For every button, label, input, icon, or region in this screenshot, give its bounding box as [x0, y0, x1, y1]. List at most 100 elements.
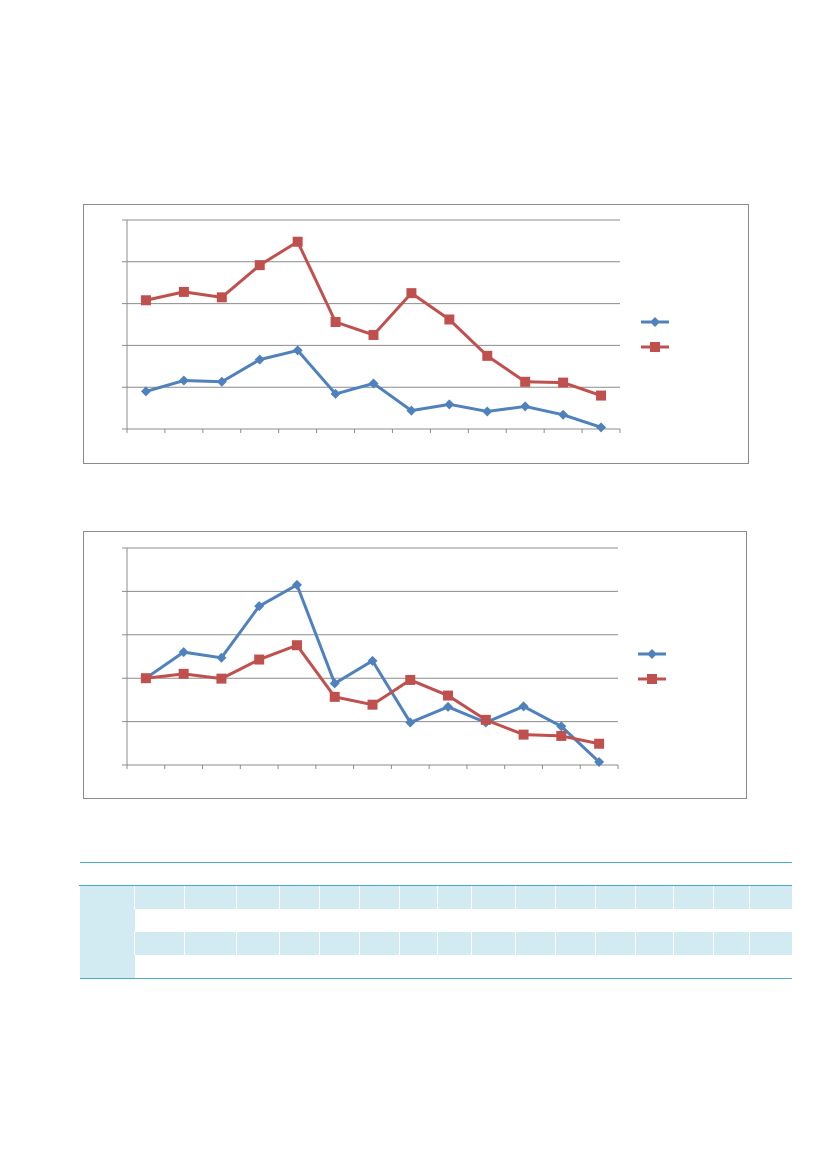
legend-marker: [647, 649, 657, 659]
data-point: [291, 640, 302, 651]
table-cell: [713, 862, 750, 886]
table-cell: [236, 862, 280, 886]
table-cell: [279, 955, 320, 979]
table-cell: [134, 955, 185, 979]
data-point: [406, 405, 417, 416]
data-point: [216, 292, 227, 303]
table-cell: [635, 932, 674, 955]
data-point: [140, 673, 151, 684]
data-point: [556, 730, 567, 741]
data-point: [443, 701, 454, 712]
table-row: [79, 885, 792, 909]
table-cell: [674, 909, 714, 932]
data-point: [444, 399, 455, 410]
data-point: [367, 699, 378, 710]
legend-marker: [650, 317, 660, 327]
table-cell: [471, 885, 516, 909]
table-cell: [749, 862, 792, 886]
table-cell: [79, 932, 135, 955]
table-cell: [515, 885, 556, 909]
chart-2-plot: [122, 547, 666, 769]
table-cell: [673, 955, 714, 979]
table-cell: [184, 955, 237, 979]
table-cell: [713, 932, 750, 955]
data-point: [480, 714, 491, 725]
table-cell: [714, 909, 750, 932]
table-cell: [437, 885, 472, 909]
table-cell: [556, 909, 596, 932]
table-cell: [319, 885, 360, 909]
data-point: [254, 601, 265, 612]
table-cell: [237, 909, 280, 932]
table-cell: [135, 909, 185, 932]
table-cell: [184, 862, 237, 886]
table-cell: [555, 862, 596, 886]
table-cell: [134, 885, 185, 909]
data-point: [292, 236, 303, 247]
table-cell: [472, 909, 516, 932]
table-cell: [184, 885, 237, 909]
data-point: [443, 690, 454, 701]
table-cell: [359, 955, 400, 979]
table-row: [79, 955, 792, 979]
table-cell: [673, 885, 714, 909]
data-point: [178, 668, 189, 679]
data-point: [140, 295, 151, 306]
table-cell: [471, 932, 516, 955]
table-cell: [555, 932, 596, 955]
chart-1-plot: [122, 219, 669, 433]
table-cell: [437, 955, 472, 979]
data-point: [367, 655, 378, 666]
data-point: [368, 329, 379, 340]
table-cell: [471, 862, 516, 886]
table-row: [79, 909, 792, 932]
table-cell: [319, 932, 360, 955]
table-cell: [749, 932, 792, 955]
legend-marker: [650, 342, 660, 352]
data-point: [558, 409, 569, 420]
table-cell: [515, 955, 556, 979]
table-header-row: [79, 862, 792, 886]
table-cell: [319, 955, 360, 979]
data-point: [596, 422, 607, 433]
data-point: [329, 678, 340, 689]
table-row: [79, 932, 792, 955]
table-cell: [79, 955, 135, 979]
table-cell: [471, 955, 516, 979]
table-cell: [595, 932, 636, 955]
table-cell: [359, 932, 400, 955]
table-cell: [399, 955, 438, 979]
table-cell: [555, 885, 596, 909]
table-cell: [596, 909, 636, 932]
chart-1: [83, 204, 749, 464]
data-point: [406, 288, 417, 299]
table-cell: [360, 909, 400, 932]
data-point: [330, 316, 341, 327]
data-point: [178, 647, 189, 658]
data-point: [216, 376, 227, 387]
data-point: [178, 375, 189, 386]
series-line: [145, 240, 602, 397]
data-point: [558, 377, 569, 388]
data-point: [520, 376, 531, 387]
data-point: [556, 721, 567, 732]
data-table-wrap: [79, 862, 792, 979]
data-point: [216, 673, 227, 684]
table-cell: [635, 955, 674, 979]
table-cell: [438, 909, 472, 932]
data-point: [596, 390, 607, 401]
table-cell: [79, 885, 135, 909]
table-cell: [279, 885, 320, 909]
table-cell: [279, 862, 320, 886]
data-point: [520, 401, 531, 412]
data-point: [291, 579, 302, 590]
data-point: [444, 314, 455, 325]
table-cell: [185, 909, 237, 932]
table-cell: [673, 932, 714, 955]
data-point: [482, 350, 493, 361]
series-line: [145, 348, 602, 429]
data-point: [178, 286, 189, 297]
table-cell: [236, 885, 280, 909]
table-cell: [319, 862, 360, 886]
data-point: [254, 260, 265, 271]
